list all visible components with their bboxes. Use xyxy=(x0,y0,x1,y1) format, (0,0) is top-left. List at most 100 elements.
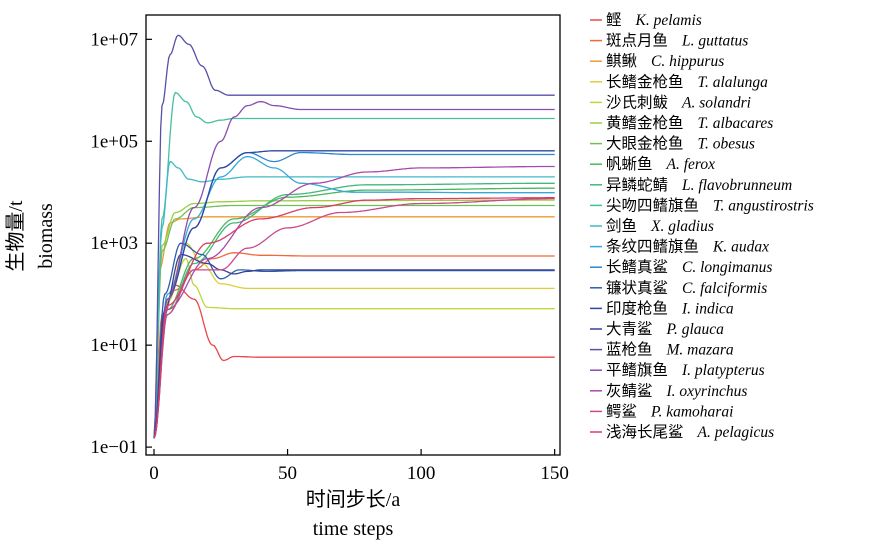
legend-label-8: 帆蜥鱼 A. ferox xyxy=(606,155,715,173)
legend-name-sci: T. obesus xyxy=(698,136,755,153)
legend-name-zh: 帆蜥鱼 xyxy=(606,155,653,173)
x-tick-label-4: 150 xyxy=(540,463,569,484)
y-tick-label-5: 1e+07 xyxy=(90,29,138,50)
legend-name-sci: I. indica xyxy=(681,300,734,317)
legend-name-sci: T. alalunga xyxy=(698,74,769,91)
legend-name-sci: I. platypterus xyxy=(681,362,765,379)
legend-name-sci: C. falciformis xyxy=(682,280,767,297)
legend-label-4: 长鳍金枪鱼 T. alalunga xyxy=(606,73,768,91)
legend-name-sci: C. longimanus xyxy=(682,259,772,276)
series-line-12 xyxy=(153,155,555,439)
series-line-14 xyxy=(153,242,555,439)
legend-name-zh: 尖吻四鳍旗鱼 xyxy=(606,196,699,214)
series-line-18 xyxy=(153,100,555,439)
series-line-3 xyxy=(153,216,555,439)
legend: 鲣 K. pelamis 斑点月鱼 L. guttatus 鲯鳅 C. hippurus 长… xyxy=(590,11,814,441)
legend-label-15: 印度枪鱼 I. indica xyxy=(606,299,734,317)
series-line-1 xyxy=(153,284,555,439)
series-line-21 xyxy=(153,197,555,439)
y-axis-title-zh: 生物量/t xyxy=(4,200,27,272)
legend-name-sci: L. guttatus xyxy=(681,33,748,50)
legend-name-zh: 平鳍旗鱼 xyxy=(606,361,668,379)
legend-name-zh: 浅海长尾鲨 xyxy=(606,423,684,441)
legend-name-sci: K. pelamis xyxy=(635,12,702,29)
x-tick-label-3: 100 xyxy=(407,463,436,484)
legend-label-18: 平鳍旗鱼 I. platypterus xyxy=(606,361,765,379)
series-line-5 xyxy=(153,257,555,439)
series-line-15 xyxy=(153,150,555,439)
series-line-11 xyxy=(153,160,555,439)
legend-name-sci: C. hippurus xyxy=(651,53,724,70)
legend-name-zh: 印度枪鱼 xyxy=(606,299,668,317)
x-tick-label-2: 50 xyxy=(278,463,297,484)
y-tick-label-3: 1e+03 xyxy=(90,233,138,254)
series-line-9 xyxy=(153,182,555,439)
legend-name-zh: 鳄鲨 xyxy=(606,402,637,420)
legend-label-10: 尖吻四鳍旗鱼 T. angustirostris xyxy=(606,196,814,214)
series-line-4 xyxy=(153,242,555,439)
series-line-7 xyxy=(153,204,555,439)
legend-label-17: 蓝枪鱼 M. mazara xyxy=(606,341,734,359)
legend-name-zh: 剑鱼 xyxy=(606,217,637,235)
series-lines xyxy=(153,34,555,439)
y-axis-title-en: biomass xyxy=(35,203,57,269)
legend-name-sci: X. gladius xyxy=(650,218,714,235)
series-line-8 xyxy=(153,187,555,439)
legend-label-1: 鲣 K. pelamis xyxy=(606,11,702,29)
legend-name-zh: 鲣 xyxy=(606,11,622,29)
legend-name-sci: A. solandri xyxy=(681,94,751,111)
axes: 0 50 100 150 1e−01 1e+01 1e+03 1e+05 1e+07 xyxy=(90,29,569,484)
legend-name-zh: 镰状真鲨 xyxy=(606,279,668,297)
legend-label-7: 大眼金枪鱼 T. obesus xyxy=(606,135,755,153)
y-tick-label-4: 1e+05 xyxy=(90,131,138,152)
legend-label-21: 浅海长尾鲨 A. pelagicus xyxy=(606,423,774,441)
legend-label-19: 灰鲭鲨 I. oxyrinchus xyxy=(606,382,747,400)
legend-name-sci: M. mazara xyxy=(666,342,734,359)
legend-label-14: 镰状真鲨 C. falciformis xyxy=(606,279,767,297)
legend-name-zh: 长鳍金枪鱼 xyxy=(606,73,684,91)
legend-name-sci: A. pelagicus xyxy=(697,424,775,441)
legend-name-zh: 条纹四鳍旗鱼 xyxy=(606,238,699,256)
legend-name-sci: P. glauca xyxy=(666,321,725,338)
legend-label-11: 剑鱼 X. gladius xyxy=(606,217,714,235)
legend-name-sci: L. flavobrunneum xyxy=(681,177,792,194)
legend-name-sci: A. ferox xyxy=(666,156,716,173)
legend-label-3: 鲯鳅 C. hippurus xyxy=(606,52,724,70)
legend-name-zh: 大眼金枪鱼 xyxy=(606,135,684,153)
legend-name-zh: 鲯鳅 xyxy=(606,52,638,70)
series-line-13 xyxy=(153,151,555,439)
legend-label-5: 沙氏刺鲅 A. solandri xyxy=(606,93,751,111)
legend-name-sci: T. albacares xyxy=(698,115,774,132)
legend-label-20: 鳄鲨 P. kamoharai xyxy=(606,402,733,420)
series-line-19 xyxy=(153,165,555,439)
legend-name-zh: 黄鳍金枪鱼 xyxy=(606,114,684,132)
legend-name-zh: 长鳍真鲨 xyxy=(606,258,668,276)
x-axis-title-zh: 时间步长/a xyxy=(306,488,401,511)
legend-name-sci: P. kamoharai xyxy=(650,403,733,420)
legend-name-sci: T. angustirostris xyxy=(713,197,814,214)
legend-name-sci: I. oxyrinchus xyxy=(666,383,748,400)
legend-label-16: 大青鲨 P. glauca xyxy=(606,320,724,338)
legend-name-zh: 灰鲭鲨 xyxy=(606,382,653,400)
legend-label-2: 斑点月鱼 L. guttatus xyxy=(606,32,748,50)
plot-frame xyxy=(145,14,561,456)
series-line-6 xyxy=(153,199,555,439)
x-axis-title-en: time steps xyxy=(313,518,394,540)
legend-name-zh: 斑点月鱼 xyxy=(606,32,668,50)
legend-name-zh: 大青鲨 xyxy=(606,320,653,338)
legend-label-6: 黄鳍金枪鱼 T. albacares xyxy=(606,114,773,132)
series-line-10 xyxy=(153,91,555,439)
x-tick-label-1: 0 xyxy=(149,463,159,484)
legend-label-13: 长鳍真鲨 C. longimanus xyxy=(606,258,772,276)
legend-label-12: 条纹四鳍旗鱼 K. audax xyxy=(606,238,769,256)
legend-name-sci: K. audax xyxy=(712,239,769,256)
series-line-17 xyxy=(153,34,555,439)
legend-name-zh: 沙氏刺鲅 xyxy=(606,93,668,111)
legend-name-zh: 蓝枪鱼 xyxy=(606,341,653,359)
legend-label-9: 异鳞蛇鲭 L. flavobrunneum xyxy=(606,176,792,194)
legend-name-zh: 异鳞蛇鲭 xyxy=(606,176,668,194)
y-tick-label-2: 1e+01 xyxy=(90,335,138,356)
series-line-20 xyxy=(153,197,555,439)
series-line-2 xyxy=(153,252,555,439)
